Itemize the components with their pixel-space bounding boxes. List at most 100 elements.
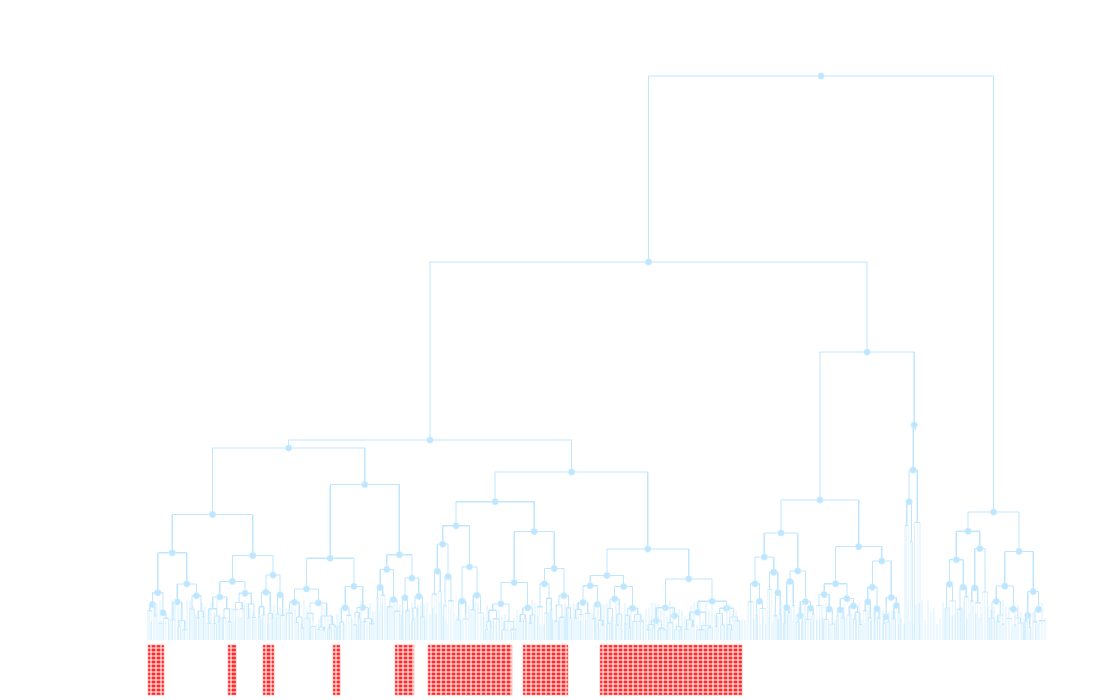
branch-node — [796, 612, 804, 620]
branch-node — [560, 592, 568, 600]
branch-node — [620, 582, 628, 591]
branch-node — [473, 591, 481, 599]
branch-node — [1029, 588, 1037, 596]
leaf-label-block — [227, 644, 237, 696]
branch-node — [249, 552, 257, 560]
branch-node — [550, 564, 558, 573]
branch-node — [439, 540, 447, 548]
branch-node — [644, 258, 653, 266]
branch-node — [530, 527, 538, 536]
dendrogram-nodes — [148, 72, 1043, 625]
branch-node — [269, 571, 277, 579]
branch-node — [722, 604, 731, 612]
branch-node — [361, 481, 369, 489]
dendrogram-leaf-labels — [147, 644, 743, 696]
branch-node — [285, 444, 293, 452]
branch-node — [154, 589, 162, 597]
branch-node — [644, 545, 652, 553]
branch-node — [959, 583, 967, 591]
branch-node — [864, 598, 872, 606]
branch-node — [670, 612, 678, 620]
branch-node — [586, 582, 594, 590]
branch-node — [241, 589, 249, 597]
branch-node — [863, 348, 871, 356]
branch-node — [524, 604, 532, 612]
branch-node — [685, 575, 693, 583]
branch-node — [817, 72, 825, 80]
branch-node — [1034, 605, 1043, 613]
branch-node — [359, 603, 367, 612]
branch-node — [1001, 582, 1009, 590]
branch-node — [832, 580, 840, 588]
branch-node — [510, 578, 518, 587]
branch-node — [444, 573, 452, 581]
branch-node — [801, 598, 809, 606]
branch-node — [567, 468, 576, 476]
branch-node — [262, 588, 270, 596]
branch-node — [909, 466, 917, 474]
branch-node — [491, 498, 499, 506]
branch-node — [952, 556, 960, 564]
branch-node — [836, 606, 844, 614]
branch-node — [579, 599, 587, 607]
branch-node — [452, 522, 460, 530]
branch-node — [945, 580, 954, 588]
branch-node — [389, 595, 398, 604]
branch-node — [905, 498, 913, 506]
branch-node — [825, 605, 833, 613]
branch-node — [910, 421, 918, 429]
branch-node — [208, 510, 217, 519]
branch-node — [465, 563, 474, 571]
branch-node — [843, 595, 851, 603]
branch-node — [395, 551, 403, 559]
branch-node — [774, 589, 782, 597]
branch-node — [401, 594, 409, 602]
branch-node — [816, 496, 824, 504]
branch-node — [783, 604, 791, 612]
branch-node — [971, 584, 979, 592]
branch-node — [976, 545, 984, 553]
branch-node — [426, 436, 434, 444]
branch-node — [540, 580, 549, 588]
branch-node — [1009, 605, 1017, 613]
branch-node — [415, 592, 423, 600]
branch-node — [661, 604, 669, 612]
branch-node — [868, 583, 876, 591]
branch-node — [1015, 547, 1023, 555]
branch-node — [873, 605, 881, 613]
branch-node — [786, 577, 794, 585]
branch-node — [760, 553, 768, 561]
branch-node — [228, 577, 236, 585]
branch-node — [302, 585, 310, 593]
branch-node — [183, 580, 191, 588]
branch-node — [849, 602, 858, 610]
branch-node — [694, 608, 702, 616]
branch-node — [878, 557, 886, 565]
branch-node — [350, 582, 358, 590]
leaf-label-block — [394, 644, 415, 696]
branch-node — [173, 598, 181, 606]
branch-node — [383, 565, 391, 573]
branch-node — [603, 571, 611, 580]
branch-node — [458, 597, 466, 605]
branch-node — [611, 595, 619, 603]
branch-node — [276, 591, 284, 599]
branch-node — [755, 597, 764, 605]
branch-node — [629, 604, 637, 612]
leaf-label-block — [427, 644, 513, 696]
branch-node — [593, 600, 601, 608]
branch-node — [751, 580, 759, 588]
branch-node — [1024, 611, 1032, 619]
branch-node — [777, 529, 785, 537]
branch-node — [408, 574, 416, 582]
branch-node — [216, 593, 224, 601]
branch-node — [314, 599, 322, 607]
branch-node — [887, 593, 895, 602]
branch-node — [376, 583, 384, 591]
branch-node — [433, 567, 441, 575]
branch-node — [892, 601, 900, 610]
branch-node — [192, 592, 200, 600]
branch-node — [159, 609, 167, 617]
branch-node — [497, 600, 505, 608]
